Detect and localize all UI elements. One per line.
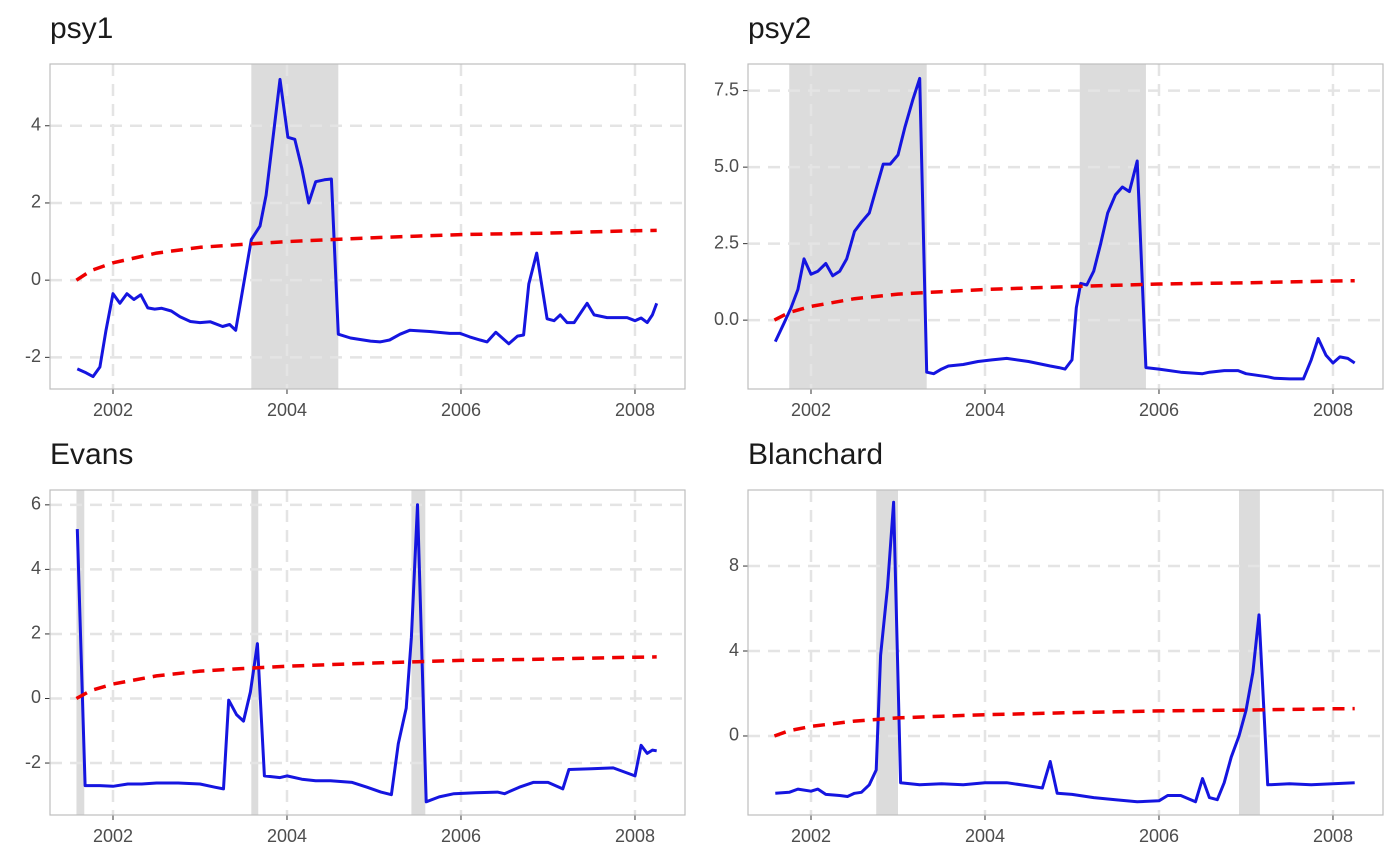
x-tick-label: 2004 [267, 400, 307, 420]
panel-title: psy2 [748, 12, 811, 45]
y-tick-label: 0 [31, 687, 41, 707]
panel: Evans 2002 2004 2006 2008 -2 0 2 4 6 [25, 438, 686, 846]
plot-border [747, 489, 1384, 816]
y-tick-label: 4 [729, 640, 739, 660]
dashed-line [75, 228, 657, 282]
y-tick-label: 2.5 [714, 232, 739, 252]
y-tick-label: 4 [31, 558, 41, 578]
x-tick-label: 2004 [267, 826, 307, 846]
plot-border [49, 63, 686, 390]
panel-title: Evans [50, 438, 133, 471]
x-tick-label: 2004 [965, 826, 1005, 846]
x-tick-label: 2002 [93, 826, 133, 846]
y-tick-label: 0.0 [714, 309, 739, 329]
x-tick-label: 2002 [791, 826, 831, 846]
series-line [76, 77, 659, 379]
y-tick-label: -2 [25, 752, 41, 772]
x-tick-label: 2006 [1139, 400, 1179, 420]
x-tick-label: 2006 [441, 826, 481, 846]
x-tick-label: 2008 [615, 826, 655, 846]
dashed-line [773, 278, 1355, 322]
x-tick-label: 2008 [1313, 400, 1353, 420]
y-tick-label: 7.5 [714, 79, 739, 99]
panel-title: psy1 [50, 12, 113, 45]
shaded-region [1239, 490, 1260, 815]
plot-background [748, 490, 1383, 815]
plot-background [50, 64, 685, 389]
series-line [773, 76, 1356, 381]
x-tick-label: 2008 [615, 400, 655, 420]
y-tick-label: -2 [25, 346, 41, 366]
y-tick-label: 5.0 [714, 156, 739, 176]
y-tick-label: 0 [729, 725, 739, 745]
panel: Blanchard 2002 2004 2006 2008 0 4 8 [729, 438, 1384, 846]
plot-border [49, 489, 686, 816]
panel: psy1 2002 2004 2006 2008 -2 0 2 4 [25, 12, 686, 420]
y-tick-label: 4 [31, 115, 41, 135]
panel-title: Blanchard [748, 438, 883, 471]
x-tick-label: 2002 [791, 400, 831, 420]
y-tick-label: 8 [729, 555, 739, 575]
dashed-line [75, 655, 657, 701]
x-tick-label: 2004 [965, 400, 1005, 420]
shaded-region [251, 64, 339, 389]
shaded-region [1079, 64, 1146, 389]
x-tick-label: 2006 [1139, 826, 1179, 846]
shaded-region [876, 490, 898, 815]
x-tick-label: 2008 [1313, 826, 1353, 846]
plot-background [50, 490, 685, 815]
y-tick-label: 2 [31, 623, 41, 643]
series-line [775, 500, 1355, 804]
x-tick-label: 2002 [93, 400, 133, 420]
y-tick-label: 6 [31, 494, 41, 514]
y-tick-label: 0 [31, 269, 41, 289]
panel: psy2 2002 2004 2006 2008 0.0 2.5 5.0 7.5 [714, 12, 1384, 420]
x-tick-label: 2006 [441, 400, 481, 420]
plot-border [747, 63, 1384, 390]
y-tick-label: 2 [31, 192, 41, 212]
series-line [75, 503, 657, 804]
